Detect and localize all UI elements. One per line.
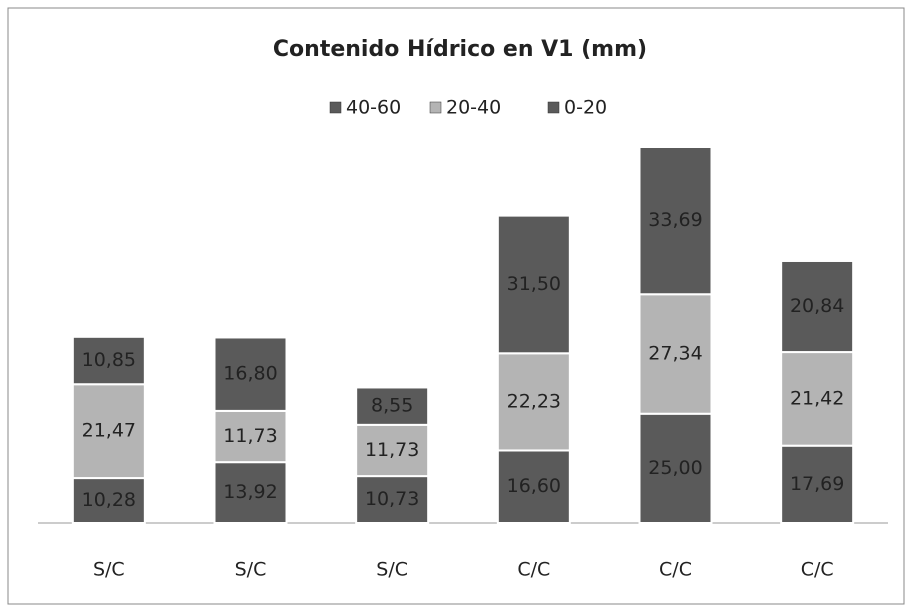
chart-title: Contenido Hídrico en V1 (mm) (273, 37, 647, 62)
legend-swatch (329, 101, 342, 114)
data-label: 10,73 (365, 488, 419, 510)
legend-swatch (547, 101, 560, 114)
data-label: 21,42 (790, 387, 844, 409)
data-label: 16,60 (507, 475, 561, 497)
data-label: 10,28 (82, 489, 136, 511)
bar-segment (496, 214, 571, 355)
x-tick-label: S/C (93, 559, 125, 581)
bar-segment (638, 412, 713, 524)
bar-segment (213, 336, 288, 412)
legend-label: 40-60 (346, 97, 401, 119)
data-label: 16,80 (223, 363, 277, 385)
bar-segment (71, 477, 146, 524)
bar-segment (213, 461, 288, 524)
data-label: 10,85 (82, 349, 136, 371)
bar-segment (355, 423, 430, 478)
bar-segment (780, 351, 855, 447)
x-tick-label: S/C (235, 559, 267, 581)
legend-label: 0-20 (564, 97, 607, 119)
bar-segment (213, 409, 288, 464)
data-label: 11,73 (223, 425, 277, 447)
bar-segment (355, 475, 430, 524)
bar-segment (638, 293, 713, 415)
chart-border (7, 7, 905, 605)
legend-label: 20-40 (446, 97, 501, 119)
bar-segment (496, 352, 571, 452)
data-label: 8,55 (371, 395, 413, 417)
legend-swatch (429, 101, 442, 114)
data-label: 20,84 (790, 295, 844, 317)
bar-segment (71, 335, 146, 386)
bar-segment (638, 146, 713, 296)
data-label: 27,34 (648, 342, 702, 364)
x-tick-label: S/C (376, 559, 408, 581)
bar-segment (780, 444, 855, 524)
data-label: 17,69 (790, 473, 844, 495)
data-label: 33,69 (648, 209, 702, 231)
data-label: 22,23 (507, 390, 561, 412)
bar-segment (496, 449, 571, 525)
x-tick-label: C/C (659, 559, 692, 581)
data-label: 11,73 (365, 439, 419, 461)
bar-segment (355, 386, 430, 426)
data-label: 31,50 (507, 273, 561, 295)
data-label: 25,00 (648, 457, 702, 479)
x-tick-label: C/C (801, 559, 834, 581)
x-tick-label: C/C (517, 559, 550, 581)
data-label: 13,92 (223, 481, 277, 503)
bar-segment (780, 259, 855, 354)
data-label: 21,47 (82, 420, 136, 442)
